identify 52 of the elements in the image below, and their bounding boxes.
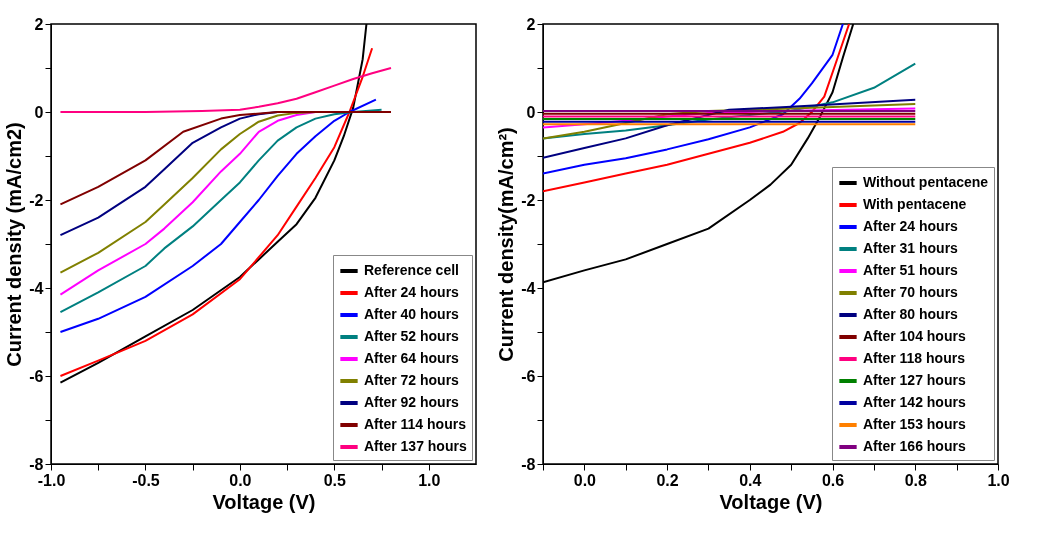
legend-label: After 24 hours [364, 284, 460, 300]
y-tick-label: 0 [526, 103, 536, 121]
y-axis-title: Current density (mA/cm2) [3, 122, 26, 367]
y-tick-label: -2 [29, 191, 44, 209]
y-tick-label: -8 [521, 455, 536, 473]
legend-label: After 166 hours [863, 438, 966, 454]
y-tick-label: -4 [29, 279, 44, 297]
x-tick-label: 1.0 [987, 471, 1010, 489]
x-axis-title: Voltage (V) [212, 490, 316, 513]
x-tick-label: 0.6 [821, 471, 845, 489]
legend-label: After 72 hours [364, 372, 460, 388]
x-tick-label: 0.4 [739, 471, 762, 489]
legend-label: Without pentacene [863, 174, 989, 190]
x-tick-label: -0.5 [132, 471, 160, 489]
y-tick-label: 0 [34, 103, 44, 121]
legend-label: After 137 hours [364, 438, 467, 454]
line-series [59, 111, 392, 206]
legend-label: Reference cell [364, 262, 459, 278]
y-tick-label: 2 [34, 15, 44, 33]
legend-label: After 104 hours [863, 328, 966, 344]
legend-label: After 127 hours [863, 372, 966, 388]
line-series [59, 67, 392, 113]
y-tick-label: -6 [521, 367, 536, 385]
y-tick-label: -6 [29, 367, 44, 385]
legend-label: After 70 hours [863, 284, 959, 300]
x-tick-label: 0.8 [904, 471, 927, 489]
y-axis-title: Current density(mA/cm²) [495, 127, 518, 362]
legend-label: After 92 hours [364, 394, 460, 410]
legend-label: After 142 hours [863, 394, 966, 410]
x-tick-label: 0.2 [656, 471, 679, 489]
legend-label: After 80 hours [863, 306, 959, 322]
legend-label: After 114 hours [364, 416, 467, 432]
x-tick-label: 1.0 [418, 471, 441, 489]
x-axis-title: Voltage (V) [719, 490, 823, 513]
y-tick-label: -4 [521, 279, 536, 297]
legend-label: After 153 hours [863, 416, 966, 432]
legend-label: After 51 hours [863, 262, 959, 278]
x-tick-label: 0.0 [229, 471, 252, 489]
legend-label: After 40 hours [364, 306, 460, 322]
y-tick-label: 2 [526, 15, 536, 33]
x-tick-label: -1.0 [37, 471, 66, 489]
legend-label: After 118 hours [863, 350, 966, 366]
x-tick-label: 0.0 [573, 471, 597, 489]
line-series [543, 98, 917, 159]
legend-label: After 64 hours [364, 350, 460, 366]
x-tick-label: 0.5 [323, 471, 347, 489]
y-tick-label: -8 [29, 455, 44, 473]
legend-label: After 24 hours [863, 218, 959, 234]
legend-label: With pentacene [863, 196, 967, 212]
legend-label: After 31 hours [863, 240, 959, 256]
legend-label: After 52 hours [364, 328, 460, 344]
y-tick-label: -2 [521, 191, 536, 209]
